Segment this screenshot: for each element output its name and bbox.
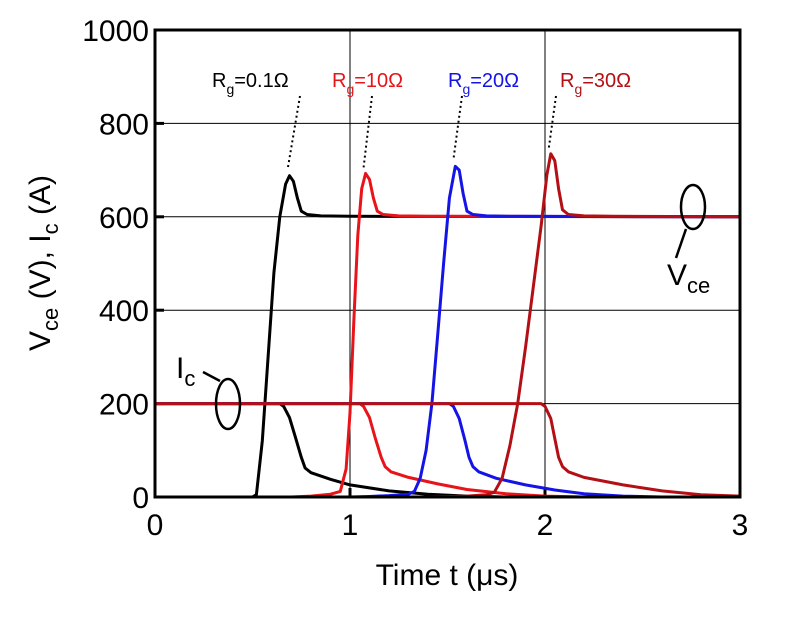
ic-callout-ellipse xyxy=(214,377,242,431)
series-0-vce-line xyxy=(153,174,742,499)
series-3-vce-line xyxy=(153,152,742,499)
vce-callout-label: Vce xyxy=(667,259,710,298)
plot-frame xyxy=(153,28,742,499)
legend-leader-2 xyxy=(452,95,463,161)
x-tick-label-2: 2 xyxy=(537,509,554,542)
x-tick-label-3: 3 xyxy=(732,509,749,542)
legend: Rg=0.1Ω Rg=10Ω Rg=20Ω Rg=30Ω xyxy=(212,70,631,97)
vce-callout: Vce xyxy=(667,183,710,298)
legend-leader-3 xyxy=(547,95,557,148)
tick-labels: 0 1 2 3 0 200 400 600 800 1000 xyxy=(82,15,748,542)
y-tick-label-1: 200 xyxy=(99,389,149,422)
x-tick-label-1: 1 xyxy=(342,509,359,542)
vce-callout-line xyxy=(674,228,688,259)
ic-callout: Ic xyxy=(176,352,242,431)
legend-label-3: Rg=30Ω xyxy=(560,70,631,97)
legend-leader-1 xyxy=(362,95,373,168)
series-1-vce-line xyxy=(153,171,742,499)
y-tick-label-0: 0 xyxy=(132,482,149,515)
legend-leader-lines xyxy=(286,95,557,170)
y-tick-label-2: 400 xyxy=(99,295,149,328)
y-tick-label-4: 800 xyxy=(99,108,149,141)
y-tick-label-5: 1000 xyxy=(82,15,149,48)
legend-label-1: Rg=10Ω xyxy=(332,70,403,97)
series-1-ic-line xyxy=(153,402,742,499)
x-axis-title: Time t (μs) xyxy=(376,559,519,592)
y-tick-label-3: 600 xyxy=(99,202,149,235)
series-2-vce-line xyxy=(153,164,742,499)
legend-label-0: Rg=0.1Ω xyxy=(212,70,289,97)
legend-label-2: Rg=20Ω xyxy=(448,70,519,97)
ic-callout-line xyxy=(202,370,221,383)
series-layer xyxy=(153,152,742,499)
vce-callout-ellipse xyxy=(679,183,707,231)
series-2-ic-line xyxy=(153,402,742,499)
x-tick-label-0: 0 xyxy=(147,509,164,542)
ic-callout-label: Ic xyxy=(176,352,195,391)
plot-background xyxy=(155,30,740,497)
series-3-ic-line xyxy=(153,402,742,498)
y-axis-title: Vce (V), Ic (A) xyxy=(24,175,63,351)
